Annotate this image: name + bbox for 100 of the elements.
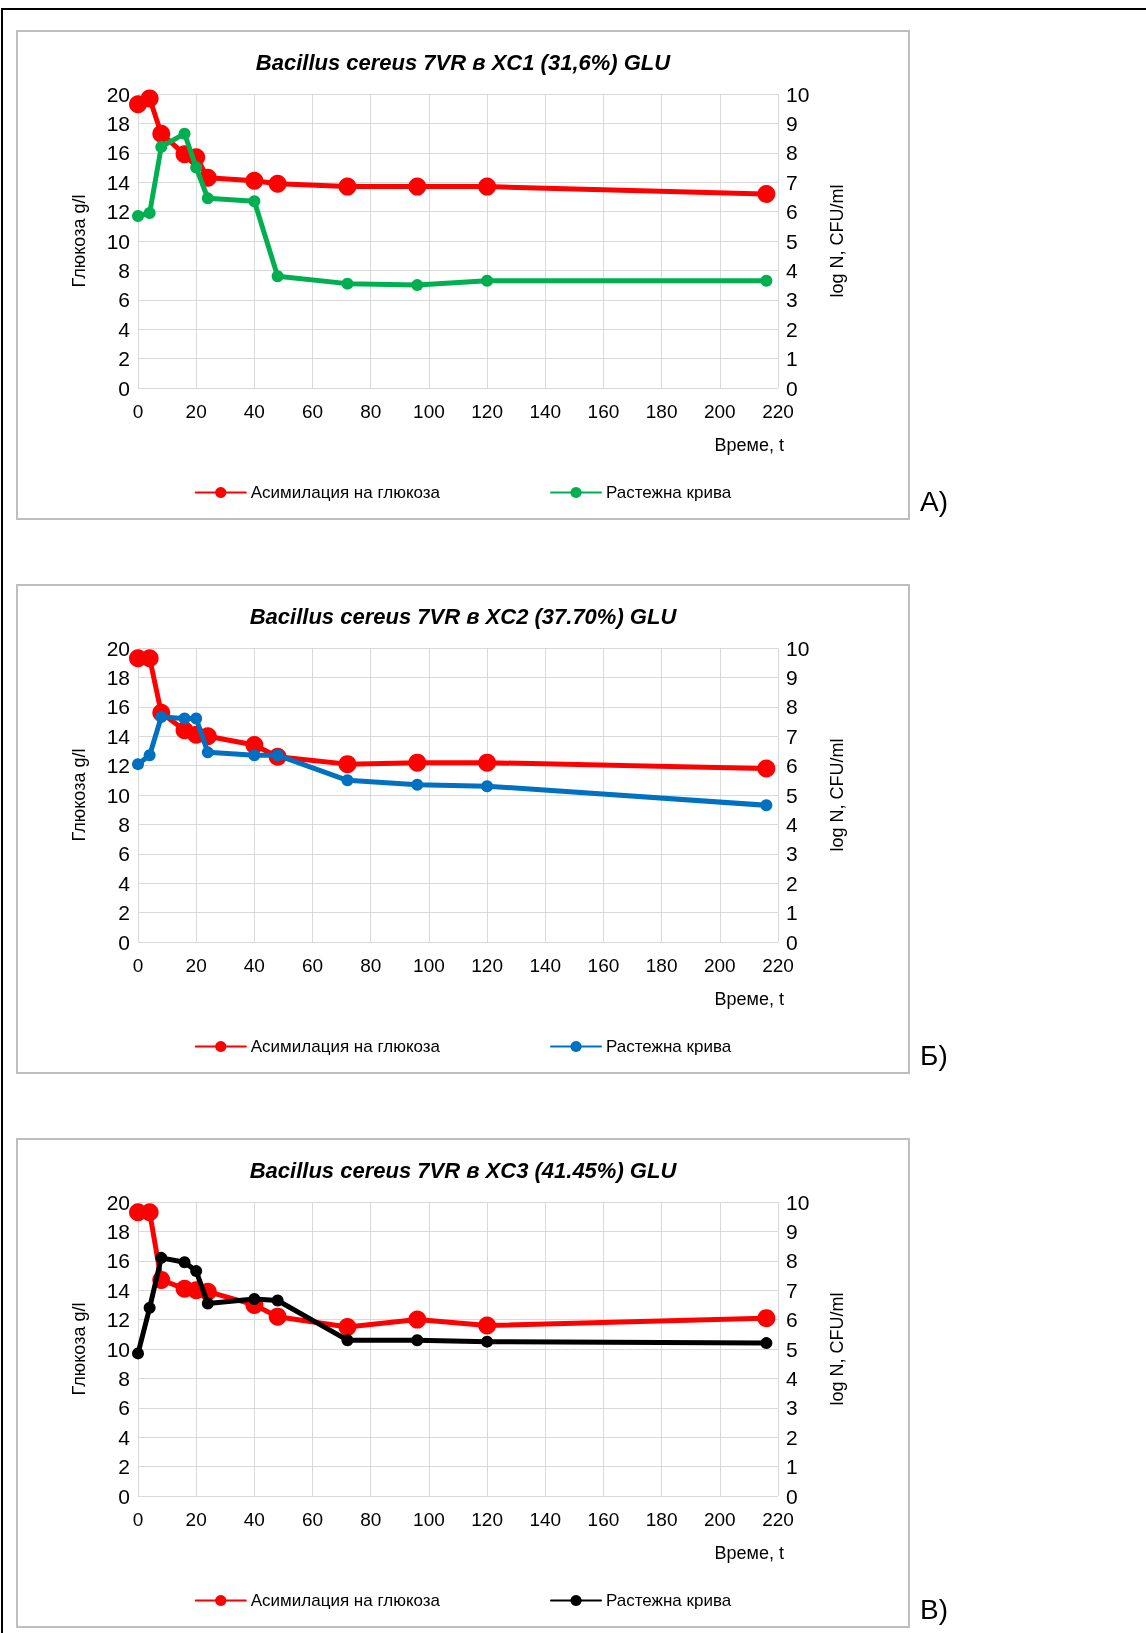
point	[140, 89, 159, 108]
y2-tick-label: 6	[786, 754, 798, 778]
y2-tick-label: 1	[786, 1455, 798, 1479]
x-tick-label: 80	[360, 955, 382, 976]
x-tick-label: 100	[413, 1509, 445, 1530]
y2-tick-label: 4	[786, 258, 798, 282]
y-tick-label: 10	[106, 229, 130, 253]
point	[132, 210, 144, 223]
y2-tick-label: 10	[786, 1190, 810, 1214]
y2-tick-label: 5	[786, 229, 798, 253]
point	[190, 1265, 203, 1278]
chart-title: Bacillus cereus 7VR в XC1 (31,6%) GLU	[255, 49, 672, 75]
point	[201, 1297, 214, 1310]
point	[152, 124, 171, 143]
y-tick-label: 8	[118, 1366, 130, 1390]
y-tick-label: 20	[106, 82, 130, 106]
y2-tick-label: 10	[786, 636, 810, 660]
point	[408, 177, 427, 196]
y-tick-label: 18	[106, 1219, 130, 1243]
point	[760, 274, 773, 287]
x-tick-label: 160	[587, 401, 620, 422]
point	[757, 1309, 776, 1328]
point	[338, 1317, 357, 1336]
y2-tick-label: 5	[786, 1337, 798, 1361]
x-tick-label: 20	[185, 1509, 207, 1530]
point	[268, 1307, 287, 1326]
point	[481, 1335, 494, 1348]
x-tick-label: 40	[243, 1509, 265, 1530]
y2-tick-label: 6	[786, 200, 798, 224]
y-tick-label: 18	[106, 111, 130, 135]
y-tick-label: 10	[106, 1337, 130, 1361]
y-axis-title: Глюкоза g/l	[69, 1302, 89, 1396]
point	[411, 279, 424, 292]
y2-axis-title: log N, CFU/ml	[827, 1292, 847, 1406]
point	[132, 758, 144, 771]
point	[248, 749, 261, 762]
point	[178, 127, 191, 140]
x-tick-label: 60	[301, 955, 324, 976]
y2-tick-label: 9	[786, 1219, 798, 1243]
x-axis-title: Време, t	[714, 1543, 785, 1563]
y2-tick-label: 0	[786, 1484, 798, 1508]
y2-tick-label: 3	[786, 1396, 798, 1420]
y2-tick-label: 0	[786, 376, 798, 400]
y2-tick-label: 7	[786, 1278, 798, 1302]
point	[143, 749, 156, 762]
y-tick-label: 14	[106, 170, 131, 194]
point	[248, 195, 261, 208]
x-tick-label: 60	[301, 401, 324, 422]
chart-title: Bacillus cereus 7VR в XC2 (37.70%) GLU	[249, 603, 678, 629]
point	[190, 161, 203, 174]
y2-tick-label: 2	[786, 871, 798, 895]
y-tick-label: 4	[118, 871, 131, 895]
x-tick-label: 120	[471, 1509, 503, 1530]
y2-tick-label: 4	[786, 1366, 798, 1390]
y-tick-label: 16	[106, 695, 130, 719]
x-tick-label: 180	[645, 1509, 678, 1530]
x-tick-label: 140	[529, 955, 562, 976]
y-tick-label: 12	[106, 200, 130, 224]
y2-tick-label: 7	[786, 724, 798, 748]
y2-tick-label: 6	[786, 1308, 798, 1332]
x-tick-label: 20	[185, 955, 207, 976]
x-tick-label: 220	[762, 1509, 794, 1530]
point	[248, 1293, 261, 1306]
point	[341, 1334, 354, 1347]
y-tick-label: 20	[106, 1190, 130, 1214]
point	[190, 712, 203, 725]
point	[143, 1301, 156, 1314]
y2-tick-label: 8	[786, 695, 798, 719]
point	[338, 177, 357, 196]
x-tick-label: 120	[471, 401, 503, 422]
text: А)	[920, 486, 948, 518]
x-tick-label: 80	[360, 401, 382, 422]
y-tick-label: 0	[118, 376, 130, 400]
x-tick-label: 180	[645, 401, 678, 422]
point	[478, 753, 497, 772]
point	[271, 1294, 284, 1307]
legend-label: Асимилация на глюкоза	[250, 1037, 441, 1056]
x-tick-label: 60	[301, 1509, 324, 1530]
y2-tick-label: 7	[786, 170, 798, 194]
point	[155, 140, 168, 153]
point	[757, 184, 776, 203]
x-tick-label: 140	[529, 1509, 562, 1530]
x-tick-label: 100	[413, 401, 445, 422]
point	[481, 274, 494, 287]
point	[341, 277, 354, 290]
y-tick-label: 20	[106, 636, 130, 660]
y2-tick-label: 3	[786, 288, 798, 312]
y-tick-label: 12	[106, 754, 130, 778]
point	[478, 177, 497, 196]
x-tick-label: 20	[185, 401, 207, 422]
legend-label: Асимилация на глюкоза	[250, 1591, 441, 1610]
y-tick-label: 0	[118, 930, 130, 954]
x-tick-label: 220	[762, 401, 794, 422]
y-tick-label: 4	[118, 1425, 131, 1449]
point	[411, 778, 424, 791]
point	[408, 1310, 427, 1329]
y2-tick-label: 2	[786, 317, 798, 341]
y-tick-label: 2	[118, 1455, 130, 1479]
point	[201, 746, 214, 759]
point	[271, 270, 284, 283]
